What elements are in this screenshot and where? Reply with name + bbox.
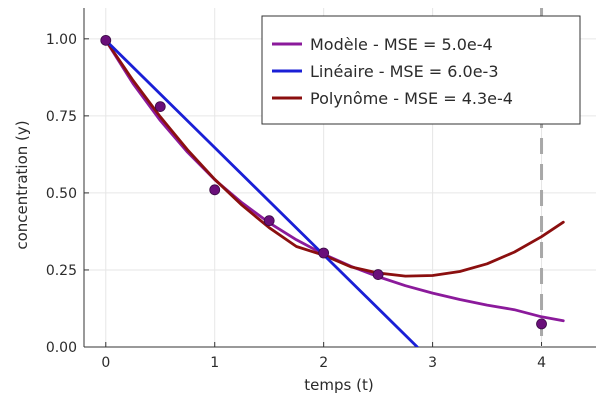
series-line-2: [104, 39, 565, 278]
y-tick-labels: 0.00 0.25 0.50 0.75 1.00: [46, 32, 77, 356]
y-tick-label-0: 0.00: [46, 340, 77, 356]
x-tick-label-1: 1: [210, 355, 219, 371]
legend-box: [261, 15, 581, 125]
data-point-2: [209, 184, 221, 196]
y-tick-label-2: 0.50: [46, 186, 77, 202]
data-points: [100, 34, 547, 330]
y-tick-label-3: 0.75: [46, 109, 77, 125]
data-point-4: [318, 247, 330, 259]
y-axis-label: concentration (y): [13, 120, 31, 249]
legend: Modèle - MSE = 5.0e-4 Linéaire - MSE = 6.…: [261, 15, 581, 125]
x-tick-label-3: 3: [428, 355, 437, 371]
legend-label-2: Polynôme - MSE = 4.3e-4: [310, 89, 513, 108]
x-tick-labels: 0 1 2 3 4: [101, 355, 546, 371]
axes: [83, 8, 596, 348]
x-tick-label-2: 2: [319, 355, 328, 371]
data-point-5: [372, 269, 384, 280]
data-point-1: [154, 101, 166, 113]
series-line-1: [104, 39, 419, 347]
x-tick-label-0: 0: [101, 355, 110, 371]
y-tick-label-1: 0.25: [46, 263, 77, 279]
data-point-6: [536, 318, 547, 330]
x-axis-label: temps (t): [304, 376, 373, 394]
data-point-0: [100, 34, 112, 46]
legend-label-1: Linéaire - MSE = 6.0e-3: [310, 62, 499, 81]
series-lines: [104, 39, 565, 347]
y-tick-label-4: 1.00: [46, 32, 77, 48]
x-tick-label-4: 4: [537, 355, 546, 371]
legend-label-0: Modèle - MSE = 5.0e-4: [310, 35, 493, 54]
data-point-3: [263, 215, 275, 227]
